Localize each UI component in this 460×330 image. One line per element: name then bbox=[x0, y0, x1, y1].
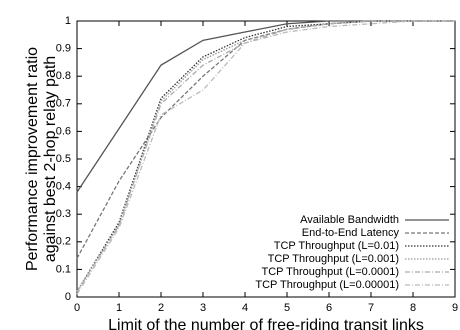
legend-label: TCP Throughput (L=0.00001) bbox=[255, 279, 399, 291]
y-tick-label: 0.7 bbox=[56, 98, 71, 110]
legend-label: End-to-End Latency bbox=[302, 227, 400, 239]
x-tick-label: 4 bbox=[242, 302, 248, 314]
x-tick-label: 0 bbox=[74, 302, 80, 314]
y-tick-label: 0.5 bbox=[56, 153, 71, 165]
y-tick-label: 0.9 bbox=[56, 43, 71, 55]
series-line bbox=[76, 20, 455, 292]
x-tick-label: 6 bbox=[326, 302, 332, 314]
y-tick-label: 0.2 bbox=[56, 236, 71, 248]
series-line bbox=[76, 20, 455, 292]
x-tick-label: 1 bbox=[116, 302, 122, 314]
y-tick-label: 0 bbox=[65, 291, 71, 303]
legend-label: TCP Throughput (L=0.001) bbox=[268, 253, 399, 265]
y-tick-label: 1 bbox=[65, 15, 71, 27]
y-tick-label: 0.4 bbox=[56, 181, 71, 193]
y-axis-label: against best 2-hop relay path bbox=[42, 56, 59, 262]
legend-label: TCP Throughput (L=0.0001) bbox=[262, 266, 400, 278]
x-tick-label: 2 bbox=[158, 302, 164, 314]
x-tick-label: 7 bbox=[368, 302, 374, 314]
x-axis-label: Limit of the number of free-riding trans… bbox=[108, 317, 424, 330]
x-tick-label: 8 bbox=[410, 302, 416, 314]
y-tick-label: 0.1 bbox=[56, 263, 71, 275]
series-line bbox=[76, 20, 455, 193]
legend-label: Available Bandwidth bbox=[300, 214, 399, 226]
y-tick-label: 0.8 bbox=[56, 70, 71, 82]
legend-label: TCP Throughput (L=0.01) bbox=[274, 240, 399, 252]
x-tick-label: 5 bbox=[284, 302, 290, 314]
y-axis-label: Performance improvement ratio bbox=[24, 47, 41, 271]
x-tick-label: 3 bbox=[200, 302, 206, 314]
x-tick-label: 9 bbox=[452, 302, 458, 314]
series-line bbox=[76, 20, 455, 295]
y-tick-label: 0.3 bbox=[56, 208, 71, 220]
y-tick-label: 0.6 bbox=[56, 125, 71, 137]
